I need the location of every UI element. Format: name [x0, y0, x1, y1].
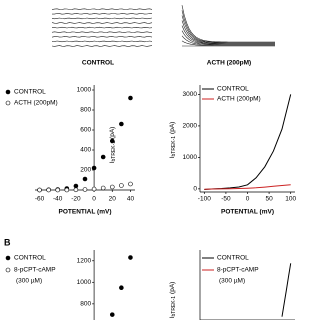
y-axis-label-unit: (pA)	[109, 127, 116, 139]
x-axis-label: POTENTIAL (mV)	[221, 209, 274, 216]
y-tick-label: 800	[80, 301, 91, 308]
data-point	[100, 154, 106, 160]
current-trace	[181, 15, 275, 44]
panel-label: B	[4, 237, 11, 247]
legend-label: ACTH (200pM)	[217, 96, 261, 103]
x-tick-label: 0	[92, 196, 96, 203]
legend-label: CONTROL	[217, 86, 249, 93]
data-point	[37, 187, 42, 193]
data-point	[119, 183, 124, 188]
data-point	[82, 176, 88, 182]
legend-marker	[5, 255, 11, 261]
y-tick-label: 200	[80, 167, 91, 174]
x-tick-label: 20	[109, 196, 117, 203]
data-point	[128, 95, 133, 101]
data-point	[73, 183, 79, 189]
data-point	[64, 187, 70, 193]
legend-label: 8-pCPT-cAMP	[217, 267, 259, 274]
current-trace	[181, 10, 275, 43]
y-tick-label: 2000	[183, 123, 198, 130]
data-point	[91, 186, 97, 192]
x-axis-label: POTENTIAL (mV)	[59, 209, 112, 216]
current-trace	[51, 31, 153, 33]
legend-label: 8-pCPT-cAMP	[14, 267, 56, 274]
data-point	[109, 184, 115, 190]
current-trace	[51, 22, 153, 24]
y-axis-label-unit: (pA)	[169, 122, 176, 134]
y-axis-label-sub: bTREK-1	[171, 296, 177, 317]
x-tick-label: 100	[285, 196, 296, 203]
data-point	[82, 187, 88, 192]
legend-label: CONTROL	[14, 255, 46, 262]
data-point	[109, 138, 115, 144]
data-point	[128, 181, 133, 187]
y-axis-label: IbTREK-1 (pA)	[169, 122, 178, 159]
x-tick-label: 0	[246, 196, 250, 203]
current-trace	[51, 40, 153, 43]
y-axis-label: IbTREK-1 (pA)	[109, 127, 118, 164]
legend-marker	[5, 100, 11, 106]
current-trace	[51, 8, 153, 10]
y-tick-label: 1000	[77, 87, 92, 94]
legend-marker	[5, 89, 11, 95]
trace-label: ACTH (200pM)	[207, 60, 251, 67]
data-point	[55, 187, 61, 193]
data-line	[204, 94, 292, 190]
current-trace	[181, 30, 275, 45]
data-point	[119, 285, 124, 290]
x-tick-label: -40	[53, 196, 63, 203]
current-trace	[181, 35, 275, 46]
y-tick-label: 800	[80, 107, 91, 114]
x-tick-label: -60	[35, 196, 45, 203]
legend-label: CONTROL	[217, 255, 249, 262]
y-tick-label: 0	[193, 186, 197, 193]
data-point	[128, 255, 133, 260]
legend-note: (300 µM)	[16, 278, 42, 285]
y-axis-label-sub: bTREK-1	[111, 141, 117, 162]
data-point	[119, 121, 124, 127]
y-tick-label: 600	[80, 127, 91, 134]
x-tick-label: -100	[198, 196, 211, 203]
data-line	[204, 184, 291, 190]
x-tick-label: 40	[127, 196, 135, 203]
data-point	[73, 187, 79, 193]
legend-label: CONTROL	[14, 89, 46, 96]
current-trace	[52, 13, 153, 15]
data-point	[91, 165, 97, 171]
y-tick-label: 3000	[183, 91, 198, 98]
x-tick-label: -50	[221, 196, 231, 203]
trace-label: CONTROL	[82, 60, 114, 67]
current-trace	[181, 5, 275, 43]
data-point	[100, 185, 106, 191]
y-axis-label-unit: (pA)	[169, 282, 176, 294]
y-axis-label-main: I	[109, 161, 116, 163]
legend-note: (300 µM)	[219, 278, 245, 285]
x-tick-label: -20	[71, 196, 81, 203]
y-tick-label: 1000	[183, 154, 198, 161]
y-tick-label: 1200	[77, 257, 92, 264]
current-trace	[181, 25, 275, 45]
current-trace	[181, 20, 275, 44]
current-trace	[51, 17, 153, 20]
y-tick-label: 400	[80, 147, 91, 154]
current-trace	[181, 40, 275, 46]
current-trace	[51, 26, 153, 29]
legend-label: ACTH (200pM)	[14, 100, 58, 107]
y-axis-label-sub: bTREK-1	[171, 136, 177, 157]
data-point	[109, 312, 115, 317]
data-line	[281, 263, 292, 317]
y-axis-label-main: I	[169, 156, 176, 158]
y-axis-label-main: I	[169, 316, 176, 318]
data-point	[46, 187, 51, 193]
y-tick-label: 1000	[77, 279, 92, 286]
x-tick-label: 50	[265, 196, 273, 203]
current-trace	[51, 45, 153, 47]
y-axis-label: IbTREK-1 (pA)	[169, 282, 178, 319]
current-trace	[51, 36, 153, 38]
legend-marker	[5, 267, 11, 273]
